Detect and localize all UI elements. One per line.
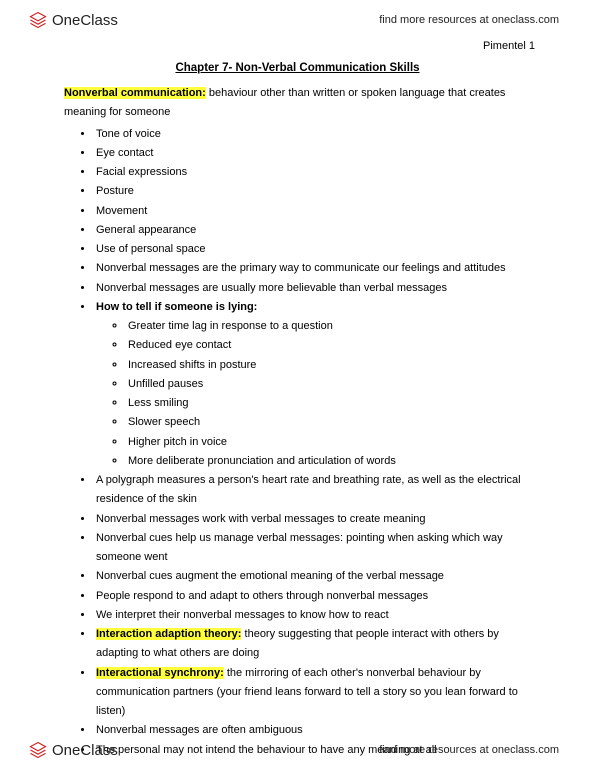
header: OneClass find more resources at oneclass… (0, 0, 595, 36)
list-item: Less smiling (126, 394, 531, 413)
term-interactional-synchrony: Interactional synchrony: (96, 667, 224, 679)
list-item: Eye contact (94, 144, 531, 163)
list-item: Unfilled pauses (126, 375, 531, 394)
main-bullet-list: Tone of voice Eye contact Facial express… (64, 125, 531, 760)
page-number: Pimentel 1 (0, 36, 595, 58)
stack-icon (28, 10, 48, 30)
lying-sublist: Greater time lag in response to a questi… (96, 317, 531, 471)
header-tagline[interactable]: find more resources at oneclass.com (379, 14, 559, 26)
stack-icon (28, 740, 48, 760)
list-item: Nonverbal messages are the primary way t… (94, 259, 531, 278)
list-item: Interaction adaption theory: theory sugg… (94, 625, 531, 664)
footer: OneClass find more resources at oneclass… (0, 734, 595, 770)
list-item: General appearance (94, 221, 531, 240)
list-item: Nonverbal messages work with verbal mess… (94, 510, 531, 529)
lying-header: How to tell if someone is lying: (96, 301, 257, 313)
footer-tagline[interactable]: find more resources at oneclass.com (379, 744, 559, 756)
list-item: Greater time lag in response to a questi… (126, 317, 531, 336)
list-item: Interactional synchrony: the mirroring o… (94, 664, 531, 722)
list-item: A polygraph measures a person's heart ra… (94, 471, 531, 510)
definition-line: Nonverbal communication: behaviour other… (64, 84, 531, 123)
brand-name-footer: OneClass (52, 742, 118, 759)
list-item: Facial expressions (94, 163, 531, 182)
list-item: How to tell if someone is lying: Greater… (94, 298, 531, 471)
list-item: Tone of voice (94, 125, 531, 144)
brand-name: OneClass (52, 12, 118, 29)
list-item: Increased shifts in posture (126, 356, 531, 375)
list-item: Higher pitch in voice (126, 433, 531, 452)
list-item: People respond to and adapt to others th… (94, 587, 531, 606)
list-item: We interpret their nonverbal messages to… (94, 606, 531, 625)
list-item: Movement (94, 202, 531, 221)
term-nonverbal-communication: Nonverbal communication: (64, 87, 206, 99)
list-item: Posture (94, 182, 531, 201)
list-item: Nonverbal cues help us manage verbal mes… (94, 529, 531, 568)
brand-logo[interactable]: OneClass (28, 10, 118, 30)
list-item: Use of personal space (94, 240, 531, 259)
chapter-title: Chapter 7- Non-Verbal Communication Skil… (64, 58, 531, 78)
brand-logo-footer[interactable]: OneClass (28, 740, 118, 760)
list-item: Nonverbal messages are usually more beli… (94, 279, 531, 298)
list-item: More deliberate pronunciation and articu… (126, 452, 531, 471)
document-body: Chapter 7- Non-Verbal Communication Skil… (0, 58, 595, 760)
list-item: Slower speech (126, 413, 531, 432)
list-item: Nonverbal cues augment the emotional mea… (94, 567, 531, 586)
term-interaction-adaption-theory: Interaction adaption theory: (96, 628, 241, 640)
list-item: Reduced eye contact (126, 336, 531, 355)
